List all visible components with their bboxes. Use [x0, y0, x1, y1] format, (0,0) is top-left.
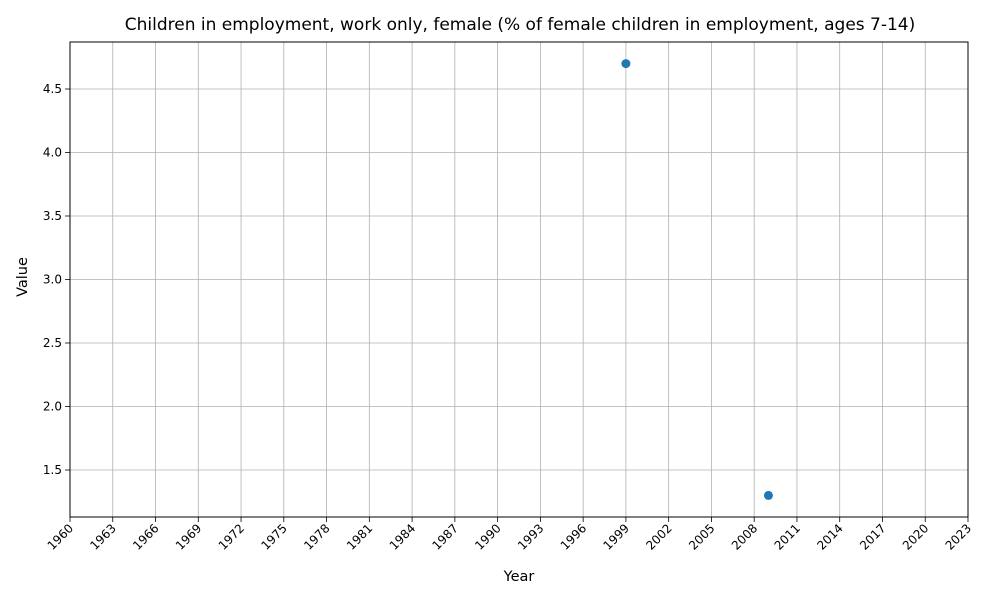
y-axis-ticks: 1.5 2.0 2.5 3.0 3.5 4.0 4.5: [43, 82, 70, 477]
x-axis-label: Year: [503, 569, 535, 585]
y-tick-label: 2.5: [43, 336, 62, 350]
chart-title: Children in employment, work only, femal…: [125, 15, 916, 35]
y-tick-label: 4.5: [43, 82, 62, 96]
plot-frame: [69, 41, 969, 518]
y-tick-label: 1.5: [43, 463, 62, 477]
y-axis-label: Value: [15, 257, 31, 297]
y-tick-label: 4.0: [43, 145, 62, 159]
grid: [69, 42, 969, 517]
y-tick-label: 2.0: [43, 400, 62, 414]
data-points: [621, 59, 773, 500]
y-tick-label: 3.5: [43, 209, 62, 223]
y-tick-label: 3.0: [43, 273, 62, 287]
data-point: [621, 59, 631, 69]
data-point: [763, 490, 773, 500]
